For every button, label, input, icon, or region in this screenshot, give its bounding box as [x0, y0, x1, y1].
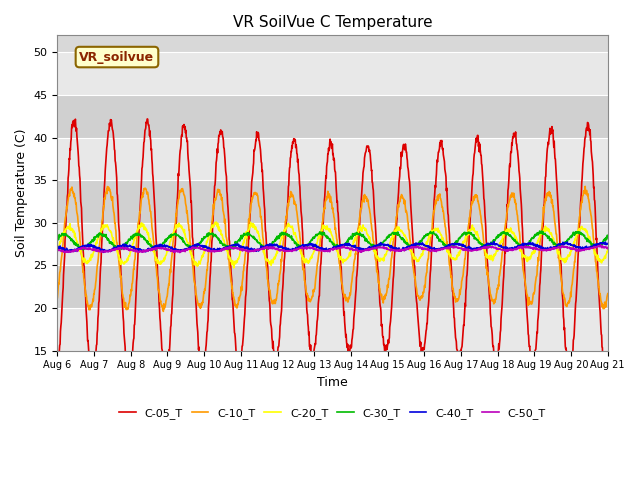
- C-50_T: [539, 247, 547, 253]
- C-20_T: [419, 252, 426, 258]
- C-20_T: [604, 246, 612, 252]
- C-05_T: [177, 146, 184, 152]
- C-30_T: [152, 248, 160, 253]
- C-10_T: [419, 293, 426, 299]
- Y-axis label: Soil Temperature (C): Soil Temperature (C): [15, 129, 28, 257]
- X-axis label: Time: Time: [317, 376, 348, 389]
- C-30_T: [177, 235, 184, 241]
- Line: C-30_T: C-30_T: [58, 231, 608, 251]
- C-50_T: [596, 242, 604, 248]
- C-05_T: [604, 368, 612, 373]
- C-30_T: [163, 237, 171, 243]
- C-10_T: [163, 294, 171, 300]
- C-40_T: [490, 239, 498, 244]
- C-50_T: [238, 247, 246, 252]
- C-10_T: [54, 295, 61, 300]
- C-40_T: [54, 243, 61, 249]
- Line: C-20_T: C-20_T: [58, 222, 608, 268]
- C-30_T: [536, 228, 543, 234]
- C-40_T: [540, 245, 547, 251]
- Bar: [58, 95, 608, 138]
- C-10_T: [604, 291, 612, 297]
- C-10_T: [539, 217, 547, 223]
- Line: C-10_T: C-10_T: [58, 186, 608, 312]
- C-40_T: [100, 250, 108, 255]
- C-30_T: [419, 236, 426, 242]
- C-50_T: [490, 245, 498, 251]
- C-40_T: [177, 248, 184, 253]
- Line: C-05_T: C-05_T: [58, 119, 608, 379]
- C-30_T: [540, 229, 547, 235]
- Bar: [58, 180, 608, 223]
- C-10_T: [159, 309, 167, 314]
- Line: C-40_T: C-40_T: [58, 241, 608, 252]
- C-50_T: [54, 247, 61, 253]
- C-20_T: [491, 253, 499, 259]
- C-10_T: [581, 183, 589, 189]
- Line: C-50_T: C-50_T: [58, 245, 608, 252]
- C-20_T: [163, 252, 170, 257]
- C-30_T: [604, 233, 612, 239]
- C-05_T: [238, 343, 246, 349]
- Title: VR SoilVue C Temperature: VR SoilVue C Temperature: [233, 15, 433, 30]
- C-50_T: [604, 246, 612, 252]
- C-40_T: [163, 243, 171, 249]
- C-05_T: [143, 116, 151, 122]
- C-05_T: [124, 376, 132, 382]
- C-50_T: [419, 245, 426, 251]
- C-05_T: [540, 223, 547, 229]
- C-05_T: [491, 356, 499, 362]
- C-05_T: [54, 361, 61, 367]
- C-20_T: [540, 228, 547, 234]
- C-20_T: [54, 245, 61, 251]
- C-50_T: [176, 250, 184, 255]
- C-30_T: [238, 236, 246, 242]
- C-10_T: [238, 288, 246, 293]
- C-20_T: [212, 219, 220, 225]
- Bar: [58, 308, 608, 350]
- Text: VR_soilvue: VR_soilvue: [79, 50, 154, 63]
- C-40_T: [419, 240, 426, 246]
- Legend: C-05_T, C-10_T, C-20_T, C-30_T, C-40_T, C-50_T: C-05_T, C-10_T, C-20_T, C-30_T, C-40_T, …: [115, 404, 550, 423]
- C-10_T: [177, 188, 184, 194]
- C-20_T: [230, 265, 237, 271]
- C-20_T: [176, 224, 184, 229]
- C-30_T: [490, 237, 498, 243]
- C-30_T: [54, 236, 61, 242]
- C-50_T: [177, 249, 184, 254]
- C-10_T: [490, 297, 498, 302]
- C-40_T: [491, 241, 499, 247]
- C-50_T: [163, 247, 170, 252]
- C-40_T: [238, 244, 246, 250]
- Bar: [58, 52, 608, 95]
- Bar: [58, 265, 608, 308]
- Bar: [58, 138, 608, 180]
- C-40_T: [604, 240, 612, 246]
- C-05_T: [163, 370, 171, 375]
- C-20_T: [238, 247, 246, 252]
- C-05_T: [419, 350, 426, 356]
- Bar: [58, 223, 608, 265]
